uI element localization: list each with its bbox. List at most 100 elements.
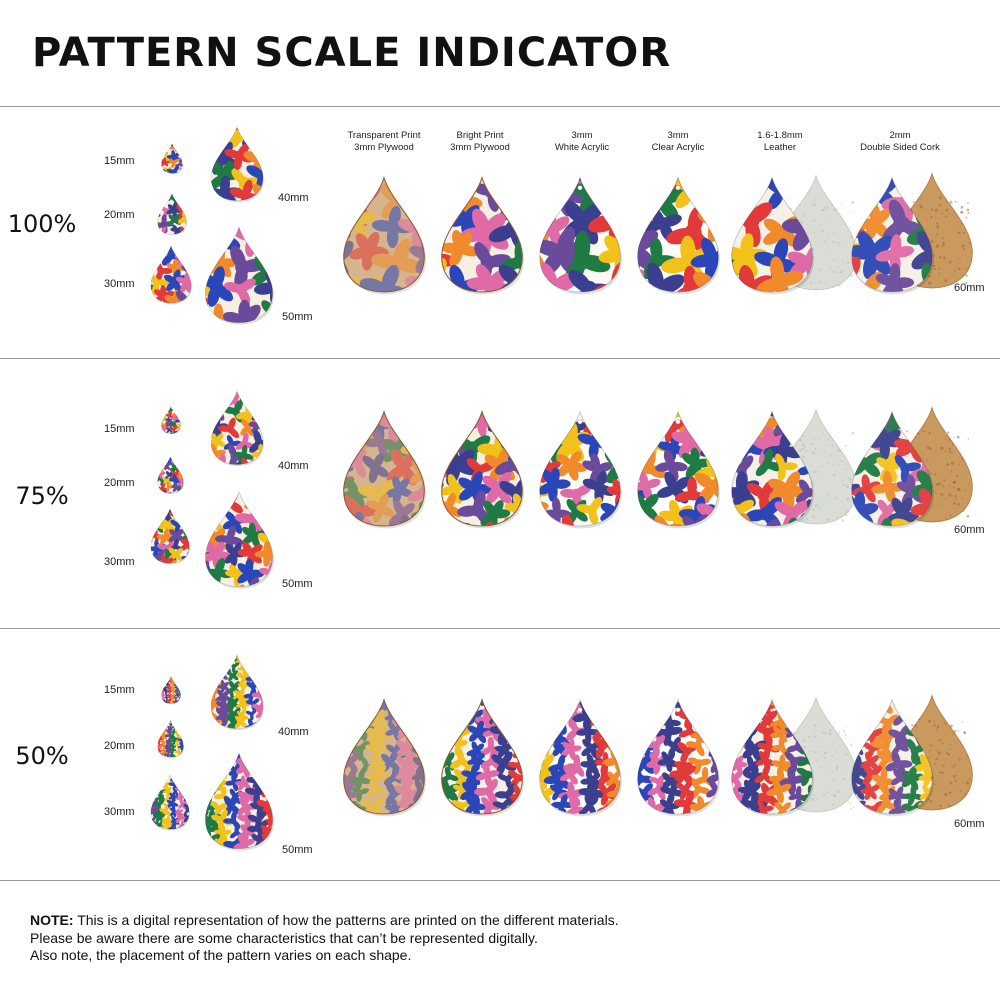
material-sample <box>342 697 426 817</box>
material-sample-svg <box>539 697 622 817</box>
material-sample-svg <box>343 175 426 295</box>
sample-30mm <box>150 507 190 565</box>
size-label: 30mm <box>104 278 135 290</box>
note-line-2: Please be aware there are some character… <box>30 929 538 946</box>
sample-30mm-svg <box>150 773 190 831</box>
sample-30mm-svg <box>150 507 190 565</box>
material-sample <box>850 409 934 529</box>
sample-20mm-svg <box>157 192 187 236</box>
sample-40mm-svg <box>210 125 264 203</box>
material-sample <box>636 409 720 529</box>
material-label: Bright Print 3mm Plywood <box>430 130 530 154</box>
material-sample-svg <box>441 697 524 817</box>
material-sample-svg <box>851 409 934 529</box>
material-sample-svg <box>851 175 934 295</box>
material-sample <box>342 409 426 529</box>
sample-50mm-svg <box>204 489 274 589</box>
size-label: 20mm <box>104 740 135 752</box>
material-label-line2: Clear Acrylic <box>651 142 705 153</box>
material-sample <box>730 175 814 295</box>
material-label-line1: 2mm <box>889 130 911 141</box>
size-label: 30mm <box>104 556 135 568</box>
material-sample-svg <box>731 175 814 295</box>
sample-20mm-svg <box>157 719 184 759</box>
material-sample-svg <box>637 697 720 817</box>
sample-15mm <box>161 405 181 435</box>
material-sample-svg <box>637 175 720 295</box>
sample-20mm <box>157 192 187 236</box>
sample-50mm-svg <box>204 225 274 325</box>
material-sample-svg <box>441 175 524 295</box>
material-label-line1: 3mm <box>667 130 689 141</box>
note-line-1: NOTE: This is a digital representation o… <box>30 912 619 930</box>
sample-50mm <box>204 751 274 851</box>
scale-label: 50% <box>15 742 69 770</box>
sample-30mm <box>150 244 192 305</box>
material-sample-svg <box>539 409 622 529</box>
scale-section: 75% 15mm 20mm 30mm 40mm 50mm 60mm <box>0 358 1000 628</box>
material-sample <box>342 175 426 295</box>
material-sample <box>636 175 720 295</box>
size-label: 60mm <box>954 524 985 536</box>
material-label-line2: 3mm Plywood <box>354 142 414 153</box>
size-label: 60mm <box>954 818 985 830</box>
note-line-3: Also note, the placement of the pattern … <box>30 947 412 963</box>
size-label: 50mm <box>282 844 313 856</box>
page-title: PATTERN SCALE INDICATOR <box>32 30 672 76</box>
size-label: 15mm <box>104 423 135 435</box>
size-label: 40mm <box>278 192 309 204</box>
note-label: NOTE: <box>30 912 74 928</box>
sample-50mm <box>204 489 274 589</box>
material-sample <box>440 697 524 817</box>
sample-40mm <box>210 389 264 467</box>
divider <box>0 358 1000 359</box>
material-label: Transparent Print 3mm Plywood <box>334 130 434 154</box>
sample-20mm-svg <box>157 455 184 495</box>
material-sample-svg <box>343 697 426 817</box>
sample-30mm-svg <box>150 244 192 305</box>
size-label: 20mm <box>104 477 135 489</box>
size-label: 15mm <box>104 684 135 696</box>
sample-15mm-svg <box>161 405 181 435</box>
material-sample <box>730 697 814 817</box>
material-sample <box>850 697 934 817</box>
sample-20mm <box>157 719 184 759</box>
material-label-line2: Leather <box>763 142 797 153</box>
material-sample-svg <box>637 409 720 529</box>
scale-label: 75% <box>15 482 69 510</box>
material-sample <box>636 697 720 817</box>
material-label-line2: Double Sided Cork <box>860 142 940 153</box>
material-sample-svg <box>731 697 814 817</box>
sample-40mm-svg <box>210 653 264 731</box>
material-sample-svg <box>539 175 622 295</box>
material-label-line1: 3mm <box>571 130 593 141</box>
sample-15mm-svg <box>161 675 181 705</box>
material-label-line2: 3mm Plywood <box>450 142 510 153</box>
material-label: 2mm Double Sided Cork <box>850 130 950 154</box>
material-sample <box>440 409 524 529</box>
size-label: 40mm <box>278 460 309 472</box>
size-label: 30mm <box>104 806 135 818</box>
size-label: 50mm <box>282 578 313 590</box>
material-sample-svg <box>731 409 814 529</box>
material-label: 3mm White Acrylic <box>532 130 632 154</box>
material-sample <box>538 175 622 295</box>
scale-label: 100% <box>7 210 77 238</box>
material-label: 1.6-1.8mm Leather <box>730 130 830 154</box>
material-label-line1: 1.6-1.8mm <box>757 130 803 141</box>
sample-40mm <box>210 125 264 203</box>
material-sample <box>440 175 524 295</box>
sample-15mm <box>161 142 183 175</box>
material-sample-svg <box>851 697 934 817</box>
size-label: 50mm <box>282 311 313 323</box>
sample-15mm <box>161 675 181 705</box>
sample-50mm <box>204 225 274 325</box>
material-label-line2: White Acrylic <box>554 142 610 153</box>
sample-50mm-svg <box>204 751 274 851</box>
sample-15mm-svg <box>161 142 183 175</box>
note: NOTE: This is a digital representation o… <box>30 912 619 965</box>
divider <box>0 106 1000 107</box>
material-sample <box>538 697 622 817</box>
sample-40mm-svg <box>210 389 264 467</box>
material-label: 3mm Clear Acrylic <box>628 130 728 154</box>
